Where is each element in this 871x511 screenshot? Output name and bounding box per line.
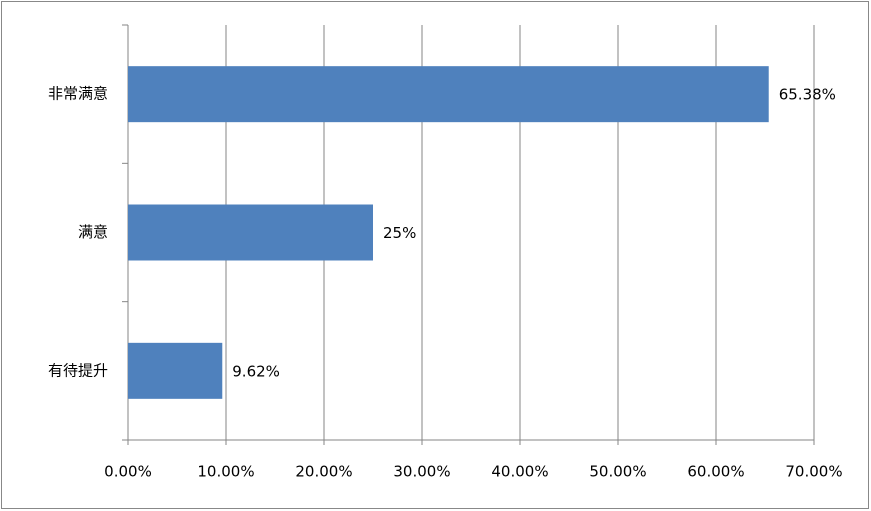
- x-tick-label: 50.00%: [589, 463, 646, 481]
- y-tick-label: 有待提升: [48, 361, 108, 379]
- data-label: 9.62%: [232, 362, 280, 380]
- x-tick-label: 60.00%: [687, 463, 744, 481]
- bar: [128, 66, 769, 123]
- x-tick-label: 40.00%: [491, 463, 548, 481]
- data-label: 65.38%: [779, 86, 836, 104]
- bar: [128, 204, 373, 261]
- bar: [128, 342, 223, 399]
- x-tick-label: 20.00%: [295, 463, 352, 481]
- y-tick-label: 非常满意: [48, 85, 108, 103]
- data-label: 25%: [383, 224, 416, 242]
- x-tick-label: 10.00%: [197, 463, 254, 481]
- x-tick-label: 0.00%: [104, 463, 152, 481]
- x-tick-label: 70.00%: [785, 463, 842, 481]
- y-tick-label: 满意: [78, 223, 108, 241]
- x-tick-label: 30.00%: [393, 463, 450, 481]
